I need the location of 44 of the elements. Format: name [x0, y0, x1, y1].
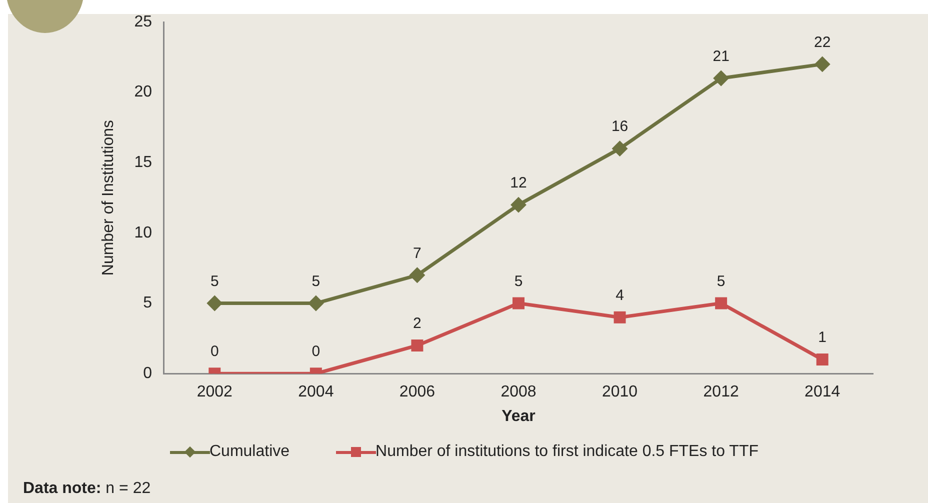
data-label: 16 — [611, 118, 628, 136]
x-tick-label: 2006 — [399, 384, 436, 401]
point — [410, 268, 424, 282]
point — [411, 339, 424, 352]
data-label: 0 — [210, 343, 219, 360]
point — [308, 296, 324, 311]
legend-label: Cumulative — [210, 443, 290, 461]
data-label: 12 — [510, 174, 527, 192]
data-label: 0 — [312, 343, 320, 360]
x-tick-label: 2014 — [804, 384, 840, 401]
point — [207, 296, 222, 311]
y-axis-title: Number of Institutions — [100, 120, 118, 276]
text: Data note: n = 22 — [23, 480, 151, 498]
y-tick-label: 20 — [134, 84, 152, 101]
point — [714, 71, 728, 86]
point — [715, 297, 728, 310]
data-label: 2 — [413, 315, 422, 332]
y-tick-label: 0 — [143, 365, 152, 382]
x-tick-label: 2004 — [298, 384, 334, 401]
y-tick-label: 25 — [134, 13, 152, 30]
data-label: 21 — [712, 48, 730, 65]
data-label: 5 — [514, 272, 523, 290]
y-tick-label: 5 — [143, 294, 152, 312]
x-tick-label: 2010 — [602, 384, 638, 401]
y-tick-label: 10 — [134, 224, 152, 242]
point — [614, 311, 626, 324]
x-tick-label: 2012 — [703, 384, 739, 401]
data-label: 1 — [818, 329, 827, 346]
x-tick-label: 2008 — [500, 384, 536, 401]
point — [816, 354, 828, 366]
point — [511, 198, 526, 212]
data-label: 5 — [312, 272, 320, 290]
data-label: 7 — [413, 244, 422, 262]
point — [612, 141, 628, 156]
data-label: 5 — [210, 272, 219, 290]
point — [815, 56, 830, 72]
data-label: 5 — [716, 272, 726, 290]
x-tick-label: 2002 — [196, 384, 233, 401]
y-tick-label: 15 — [134, 154, 152, 172]
point — [512, 297, 524, 310]
data-label: 4 — [616, 286, 624, 304]
data-label: 22 — [814, 34, 831, 51]
legend-label: Number of institutions to first indicate 0.5 FTEs to TTF — [376, 443, 758, 461]
x-axis-title: Year — [502, 408, 536, 425]
